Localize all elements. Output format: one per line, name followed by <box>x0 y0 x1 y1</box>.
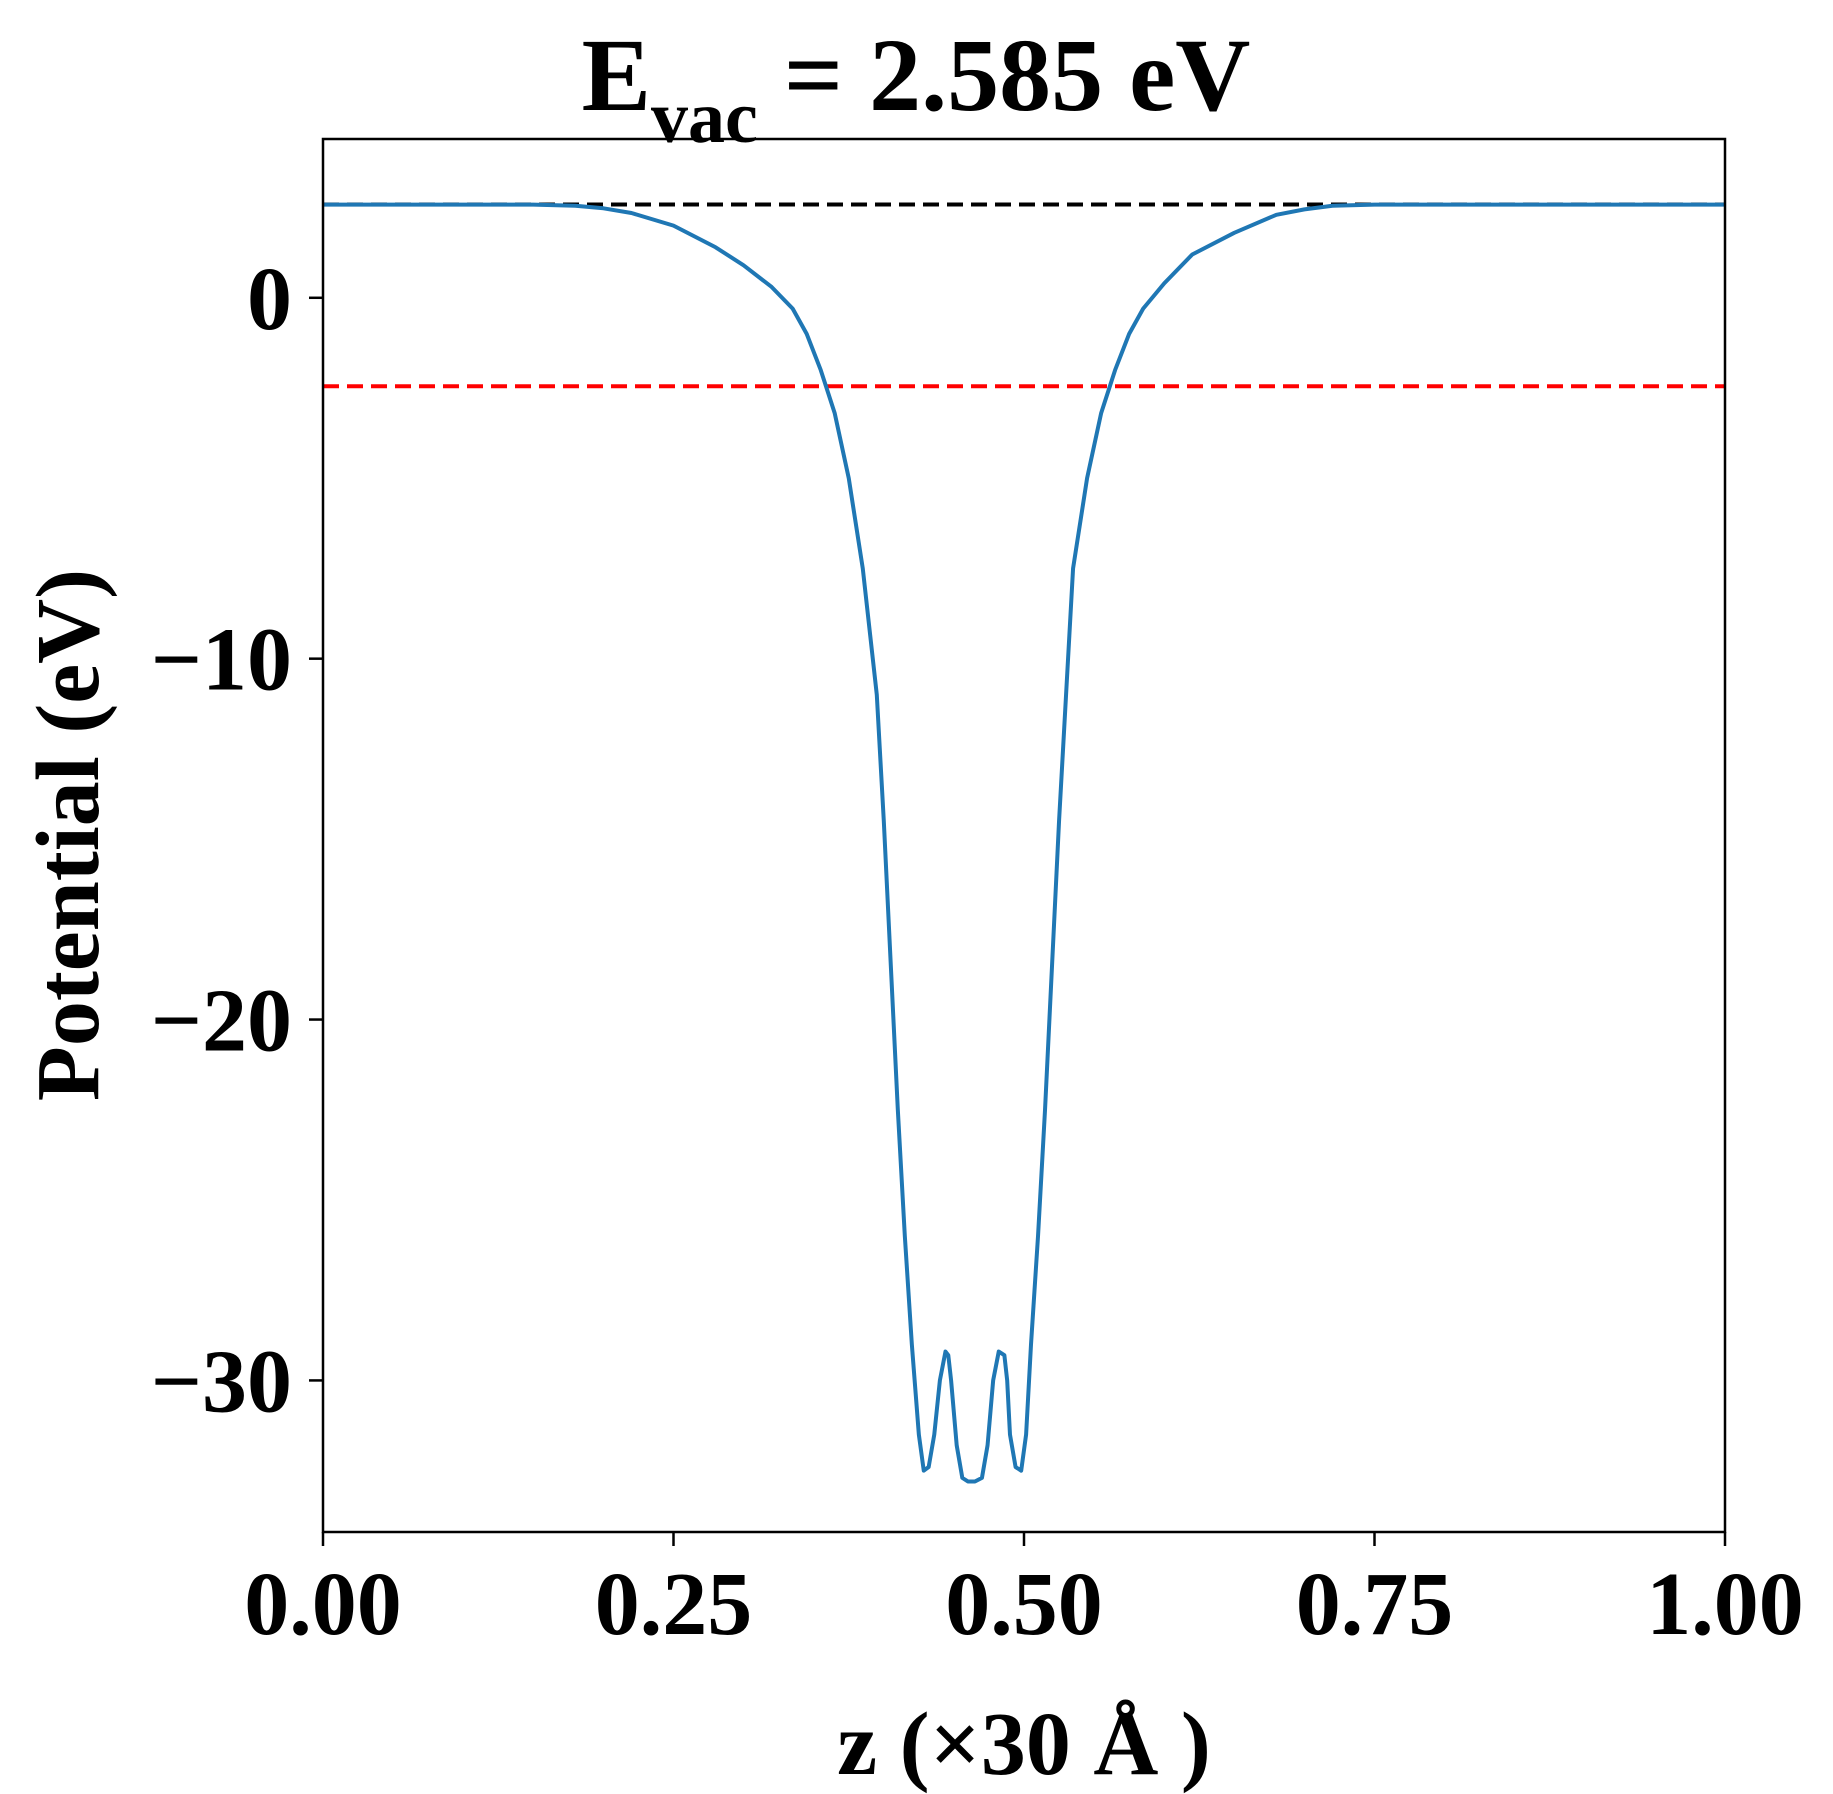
x-tick-label: 1.00 <box>1646 1555 1804 1654</box>
x-axis: 0.00 0.25 0.50 0.75 1.00 <box>244 1532 1804 1654</box>
y-axis-label: Potential (eV) <box>19 569 118 1101</box>
plot-frame <box>321 137 1727 1534</box>
chart-title-main: E <box>582 18 651 133</box>
x-tick-label: 0.75 <box>1296 1555 1454 1654</box>
y-tick-label: −10 <box>151 611 292 710</box>
y-tick-label: −30 <box>151 1332 292 1431</box>
y-tick-label: 0 <box>247 250 292 349</box>
plot-area <box>323 202 1725 1484</box>
y-axis: 0 −10 −20 −30 <box>151 250 323 1431</box>
x-tick-label: 0.50 <box>945 1555 1103 1654</box>
series-line-0 <box>323 202 1725 1484</box>
chart-title: Evac = 2.585 eV <box>582 18 1251 159</box>
x-axis-label: z (×30 Å ) <box>837 1695 1211 1794</box>
chart-title-subscript: vac <box>651 77 758 159</box>
x-tick-label: 0.00 <box>244 1555 402 1654</box>
y-tick-label: −20 <box>151 972 292 1071</box>
x-tick-label: 0.25 <box>595 1555 753 1654</box>
chart-title-rest: = 2.585 eV <box>758 18 1251 133</box>
